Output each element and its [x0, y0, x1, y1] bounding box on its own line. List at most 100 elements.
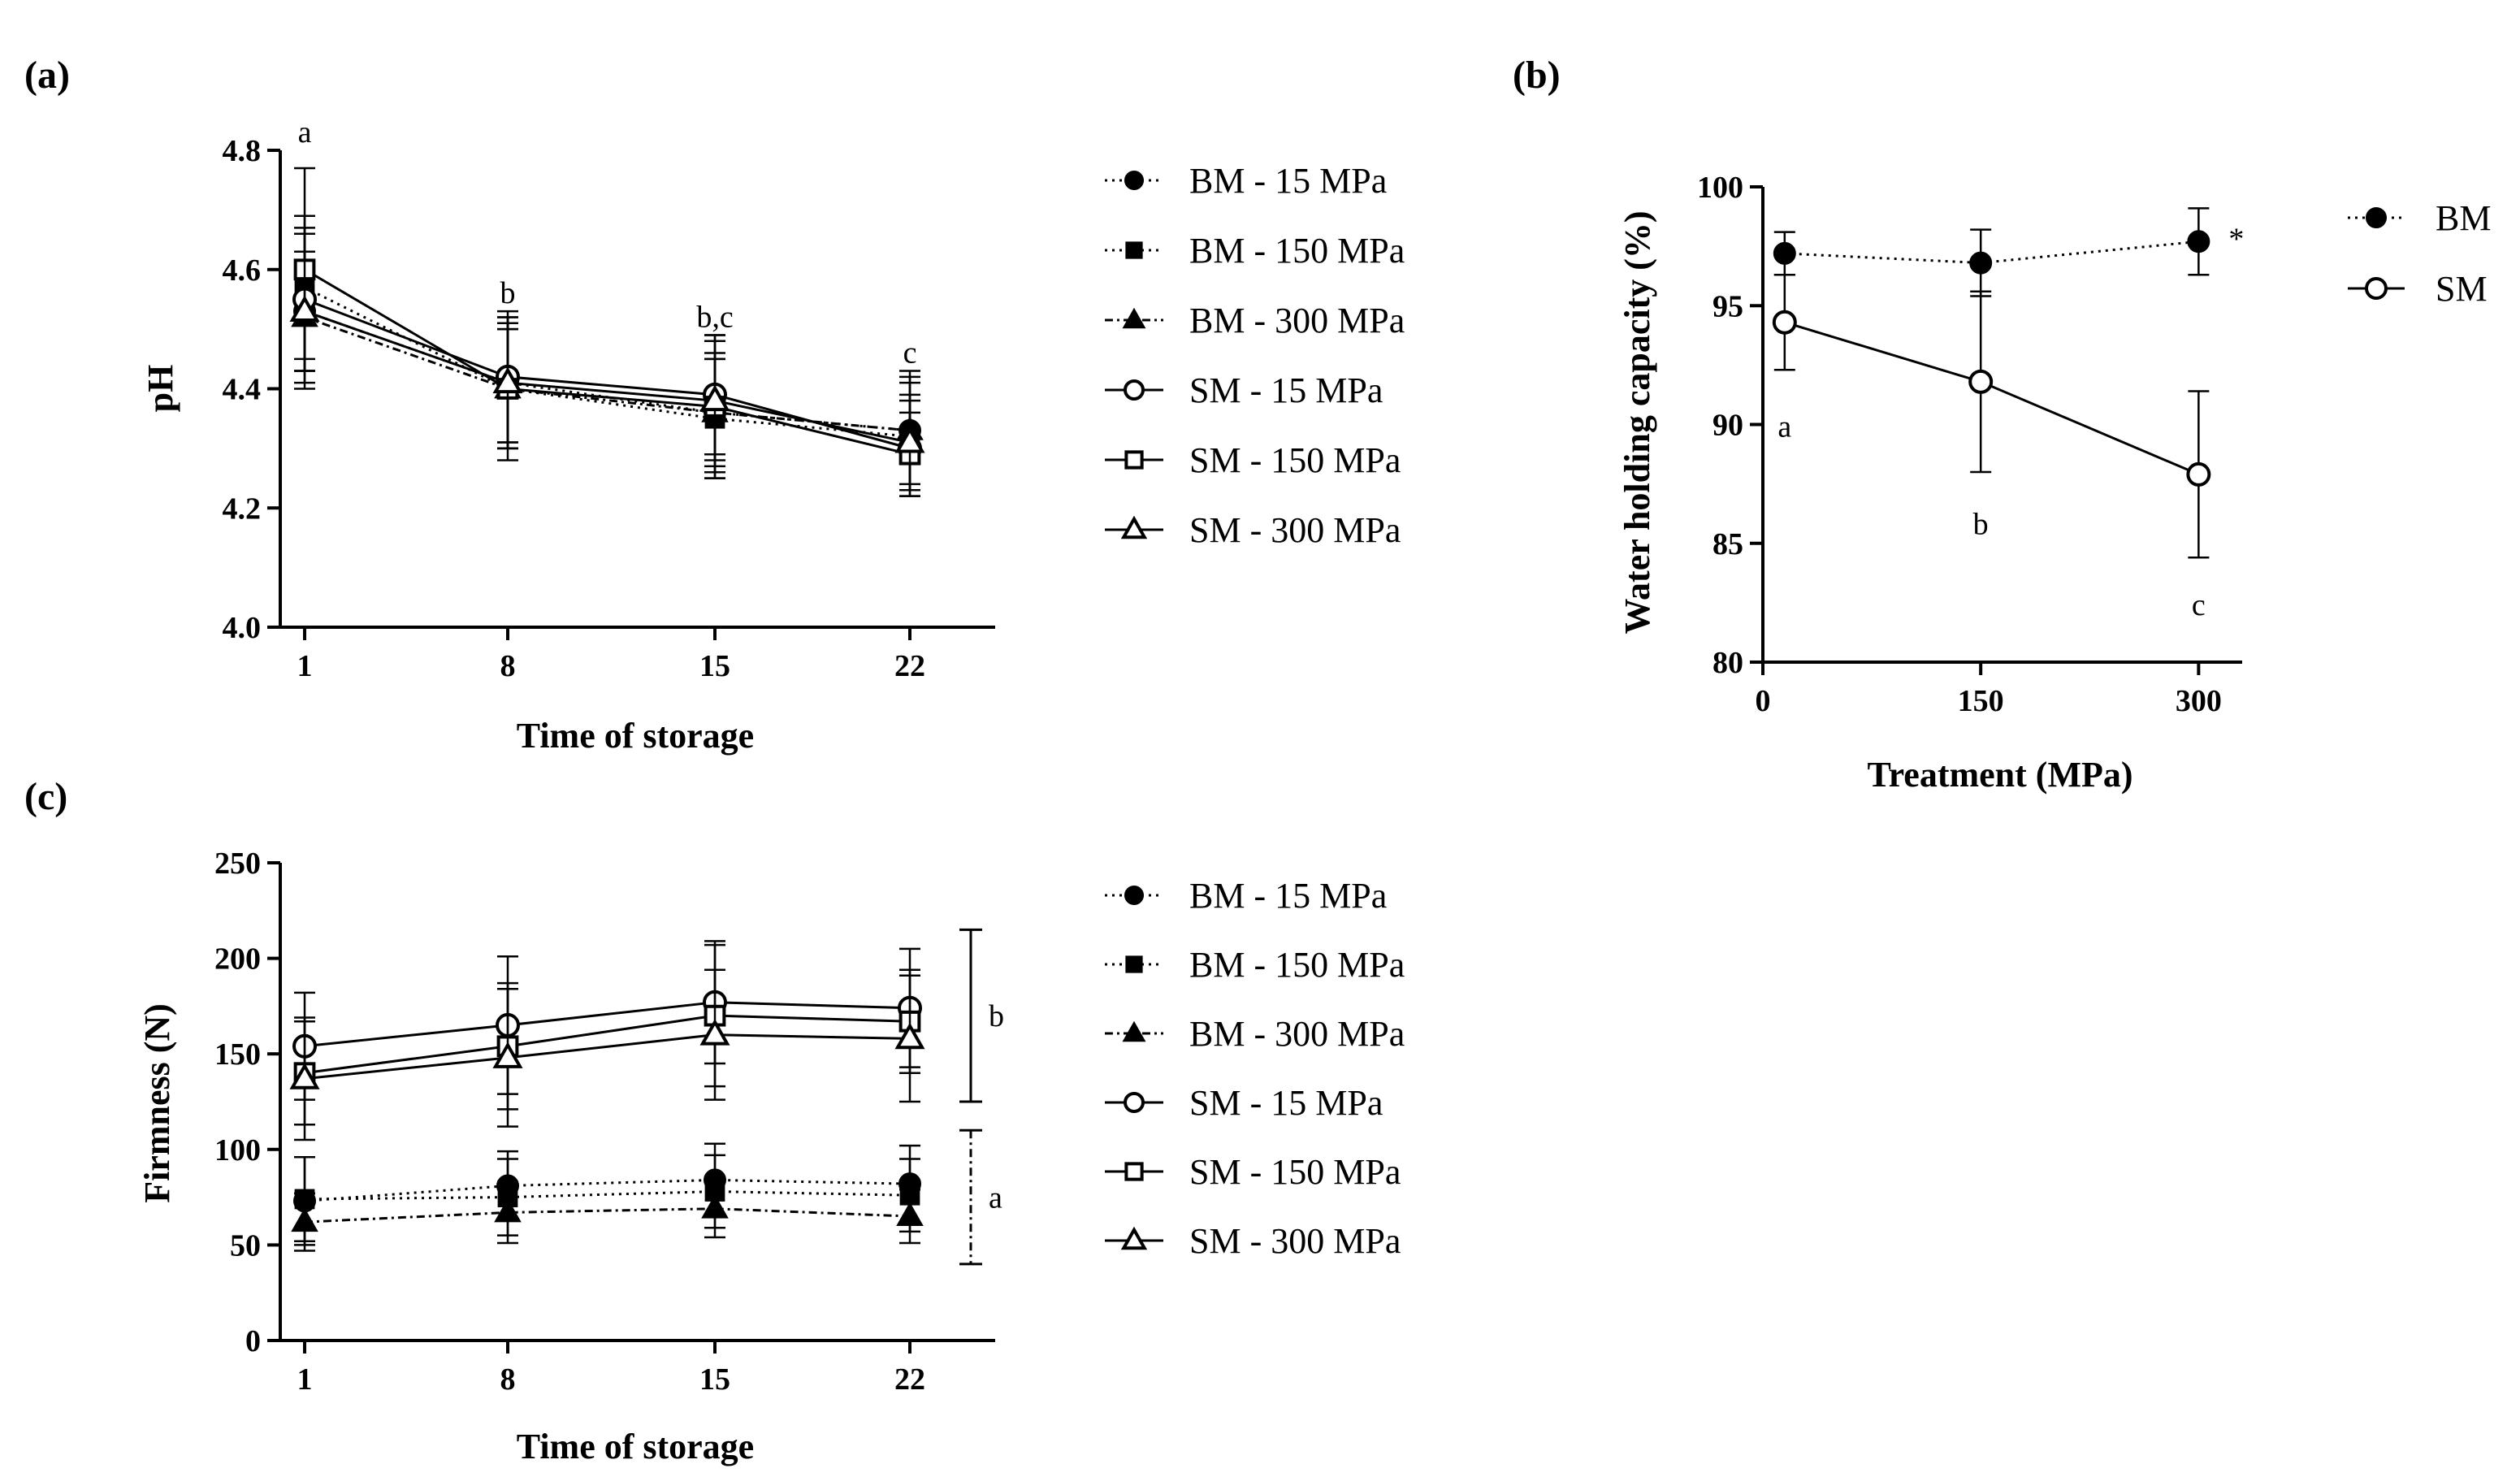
- y-tick-label: 0: [245, 1324, 261, 1358]
- x-axis-title-c: Time of storage: [517, 1427, 754, 1466]
- data-point: [289, 295, 320, 323]
- legend-label: BM - 15 MPa: [1189, 161, 1387, 201]
- y-tick-label: 80: [1712, 646, 1743, 680]
- series-bm-15mpa: [293, 250, 921, 492]
- ticks-c: 0 50 100 150 200 250 1 8 15 22: [214, 847, 995, 1397]
- plot-area-c: [289, 940, 925, 1252]
- ticks-a: 4.0 4.2 4.4 4.6 4.8 1 8 15 22: [223, 134, 995, 683]
- legend-entry: SM: [2348, 269, 2488, 309]
- y-tick-label: 4.8: [223, 134, 262, 168]
- series-sm-15mpa: [292, 227, 922, 497]
- series-line: [304, 310, 911, 432]
- x-tick-label: 22: [894, 1362, 925, 1397]
- series-bm-300mpa: [291, 250, 924, 486]
- panel-a: (a) 4.0 4.2 4.4 4.6 4.8 1 8 15 22 a b b,c c Time of…: [24, 54, 1405, 756]
- panel-b: (b) 80 85 90 95 100 0 150 300 a b c * Treatment (M…: [1513, 54, 2491, 795]
- legend-marker: [2366, 207, 2387, 228]
- legend-marker: [1124, 450, 1144, 470]
- series-line: [304, 1001, 911, 1048]
- data-point: [291, 1207, 318, 1232]
- series-bm-150mpa: [294, 1154, 920, 1242]
- legend-entry: BM - 150 MPa: [1105, 231, 1405, 271]
- legend-label: SM - 150 MPa: [1189, 440, 1401, 480]
- legend-b: BM SM: [2348, 198, 2491, 309]
- x-tick-label: 8: [500, 1362, 516, 1397]
- legend-marker: [1125, 955, 1143, 973]
- x-axis-title-b: Treatment (MPa): [1867, 755, 2132, 795]
- series-line: [304, 1190, 911, 1201]
- legend-entry: SM - 15 MPa: [1105, 1083, 1383, 1123]
- legend-label: BM: [2436, 198, 2491, 238]
- legend-entry: BM - 15 MPa: [1105, 161, 1387, 201]
- y-tick-label: 250: [214, 847, 261, 881]
- legend-label: SM - 15 MPa: [1189, 370, 1383, 410]
- legend-entry: BM - 150 MPa: [1105, 945, 1405, 985]
- legend-marker: [1125, 241, 1143, 259]
- legend-entry: SM - 150 MPa: [1105, 440, 1401, 480]
- series-bm-300mpa: [291, 1179, 924, 1252]
- series-sm-300mpa: [289, 232, 925, 492]
- series-bm: [1773, 207, 2210, 297]
- legend-marker: [1124, 886, 1144, 905]
- legend-label: SM: [2436, 269, 2488, 309]
- annotation-label: c: [903, 336, 917, 370]
- x-axis-title-a: Time of storage: [517, 716, 754, 756]
- series-line: [304, 1014, 911, 1075]
- bracket-label: b: [989, 999, 1004, 1033]
- series-line: [304, 1033, 911, 1081]
- panel-label-a: (a): [24, 54, 70, 97]
- legend-marker: [1122, 307, 1146, 329]
- x-tick-label: 1: [297, 649, 313, 683]
- x-tick-label: 0: [1756, 684, 1771, 718]
- legend-label: SM - 150 MPa: [1189, 1152, 1401, 1192]
- legend-marker: [1124, 1162, 1144, 1181]
- series-sm-150mpa: [293, 943, 921, 1126]
- legend-a: BM - 15 MPa BM - 150 MPa BM - 300 MPa SM - …: [1105, 161, 1405, 550]
- y-tick-label: 50: [230, 1228, 261, 1263]
- legend-entry: SM - 300 MPa: [1105, 1221, 1401, 1261]
- y-axis-title-a: pH: [141, 365, 180, 413]
- legend-marker: [1120, 515, 1148, 539]
- series-sm-300mpa: [289, 968, 925, 1141]
- x-tick-label: 300: [2176, 684, 2222, 718]
- series-line: [1784, 321, 2199, 476]
- data-point: [1969, 251, 1993, 275]
- legend-label: BM - 150 MPa: [1189, 231, 1405, 271]
- x-tick-label: 22: [894, 649, 925, 683]
- series-line: [304, 310, 911, 444]
- data-point: [1772, 310, 1797, 335]
- legend-label: SM - 15 MPa: [1189, 1083, 1383, 1123]
- legend-label: BM - 300 MPa: [1189, 1014, 1405, 1054]
- legend-marker: [1122, 1020, 1146, 1042]
- series-line: [304, 286, 911, 438]
- y-tick-label: 95: [1712, 289, 1743, 323]
- y-axis-title-b: Water holding capacity (%): [1617, 210, 1657, 634]
- legend-marker: [1124, 1092, 1145, 1113]
- series-line: [304, 1178, 911, 1202]
- x-tick-label: 15: [699, 1362, 730, 1397]
- y-tick-label: 100: [1697, 171, 1743, 205]
- legend-entry: SM - 150 MPa: [1105, 1152, 1401, 1192]
- annotation-label: *: [2228, 222, 2244, 256]
- y-tick-label: 85: [1712, 527, 1743, 561]
- data-point: [494, 1198, 522, 1223]
- x-tick-label: 1: [297, 1362, 313, 1397]
- y-tick-label: 4.4: [223, 373, 262, 407]
- group-bracket: a: [959, 1128, 1002, 1266]
- data-point: [2186, 461, 2211, 487]
- series-line: [304, 268, 911, 456]
- brackets-c: ba: [959, 928, 1004, 1266]
- annotations-a: a b b,c c: [298, 115, 917, 370]
- annotation-label: a: [298, 115, 312, 149]
- annotations-b: a b c *: [1777, 222, 2244, 622]
- series-line: [304, 1207, 911, 1224]
- legend-entry: SM - 300 MPa: [1105, 510, 1401, 550]
- y-axis-title-c: Firmness (N): [137, 1003, 177, 1203]
- legend-entry: BM: [2348, 198, 2491, 238]
- y-tick-label: 4.2: [223, 492, 262, 526]
- legend-label: SM - 300 MPa: [1189, 1221, 1401, 1261]
- legend-entry: BM - 15 MPa: [1105, 876, 1387, 916]
- data-point: [2187, 230, 2210, 253]
